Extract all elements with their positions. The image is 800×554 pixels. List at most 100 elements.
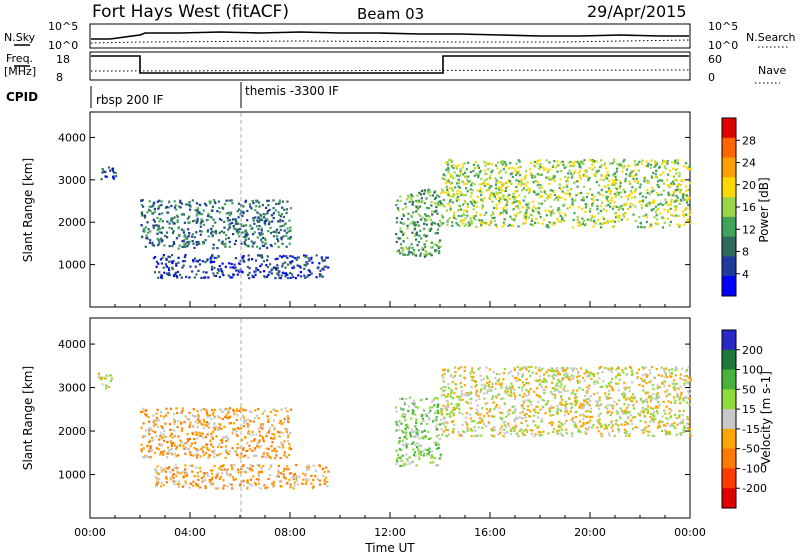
echo-cell: [445, 185, 448, 188]
echo-cell: [156, 480, 159, 483]
echo-cell: [419, 254, 422, 257]
echo-cell: [512, 195, 515, 199]
echo-cell: [490, 389, 493, 392]
echo-cell: [635, 177, 638, 180]
echo-cell: [546, 402, 549, 405]
echo-cell: [211, 230, 214, 233]
echo-cell: [429, 409, 432, 412]
echo-cell: [208, 478, 212, 482]
echo-cell: [617, 382, 620, 385]
echo-cell: [418, 201, 421, 204]
echo-cell: [414, 226, 417, 229]
echo-cell: [512, 219, 516, 222]
echo-cell: [597, 169, 600, 172]
echo-cell: [251, 274, 254, 277]
echo-cell: [271, 214, 274, 217]
echo-cell: [287, 420, 290, 424]
echo-cell: [592, 219, 596, 222]
echo-cell: [253, 270, 256, 273]
echo-cell: [189, 453, 192, 457]
echo-cell: [575, 399, 578, 402]
echo-cell: [488, 187, 491, 190]
echo-cell: [576, 218, 579, 221]
echo-cell: [513, 367, 516, 370]
echo-cell: [590, 163, 594, 166]
freq-label-line2: [MHz]: [4, 65, 36, 78]
echo-cell: [271, 482, 274, 485]
echo-cell: [507, 224, 510, 227]
echo-cell: [501, 189, 504, 192]
echo-cell: [610, 196, 613, 199]
echo-cell: [284, 455, 287, 458]
echo-cell: [242, 224, 246, 227]
echo-cell: [541, 186, 544, 189]
echo-cell: [180, 430, 183, 433]
echo-cell: [689, 167, 692, 171]
echo-cell: [411, 409, 414, 412]
echo-cell: [195, 273, 198, 276]
echo-cell: [565, 432, 568, 435]
echo-cell: [196, 422, 199, 425]
echo-cell: [662, 380, 665, 383]
colorbar-segment: [722, 330, 736, 351]
echo-cell: [165, 407, 168, 410]
echo-cell: [226, 485, 229, 488]
echo-cell: [405, 453, 408, 456]
echo-cell: [620, 164, 623, 168]
echo-cell: [689, 182, 692, 185]
echo-cell: [462, 430, 465, 433]
echo-cell: [573, 423, 576, 427]
echo-cell: [548, 168, 551, 171]
echo-cell: [161, 226, 164, 229]
echo-cell: [447, 193, 450, 197]
echo-cell: [614, 193, 618, 197]
echo-cell: [446, 400, 450, 403]
echo-cell: [174, 480, 177, 483]
echo-cell: [267, 199, 270, 202]
echo-cell: [472, 208, 475, 211]
echo-cell: [658, 386, 661, 389]
echo-cell: [663, 423, 666, 426]
echo-cell: [524, 216, 528, 219]
echo-cell: [179, 411, 182, 414]
echo-cell: [236, 230, 239, 233]
echo-cell: [255, 433, 258, 436]
echo-cell: [218, 206, 221, 210]
echo-cell: [571, 198, 574, 201]
echo-cell: [637, 368, 640, 371]
echo-cell: [609, 413, 612, 417]
echo-cell: [155, 471, 158, 474]
echo-cell: [188, 215, 191, 218]
power-colorbar-label: Power [dB]: [757, 177, 771, 242]
echo-cell: [631, 422, 634, 425]
echo-cell: [281, 422, 284, 425]
echo-cell: [670, 375, 673, 378]
echo-cell: [606, 219, 609, 222]
echo-cell: [582, 199, 585, 202]
echo-cell: [583, 159, 586, 162]
echo-cell: [250, 258, 254, 261]
echo-cell: [512, 192, 515, 195]
echo-cell: [576, 368, 579, 371]
echo-cell: [679, 184, 682, 187]
echo-cell: [491, 397, 494, 400]
echo-cell: [423, 243, 426, 246]
echo-cell: [501, 225, 504, 228]
echo-cell: [485, 211, 488, 214]
echo-cell: [686, 382, 689, 385]
echo-cell: [625, 373, 628, 376]
echo-cell: [206, 422, 209, 425]
echo-cell: [235, 418, 238, 422]
echo-cell: [583, 394, 587, 397]
echo-cell: [565, 180, 568, 183]
echo-cell: [502, 372, 505, 375]
echo-cell: [498, 406, 501, 409]
echo-cell: [676, 196, 679, 199]
echo-cell: [460, 193, 463, 197]
colorbar-tick-label: 16: [742, 201, 756, 214]
echo-cell: [545, 214, 548, 217]
echo-cell: [444, 421, 447, 424]
echo-cell: [182, 264, 185, 267]
echo-cell: [611, 225, 614, 228]
echo-cell: [433, 210, 436, 213]
